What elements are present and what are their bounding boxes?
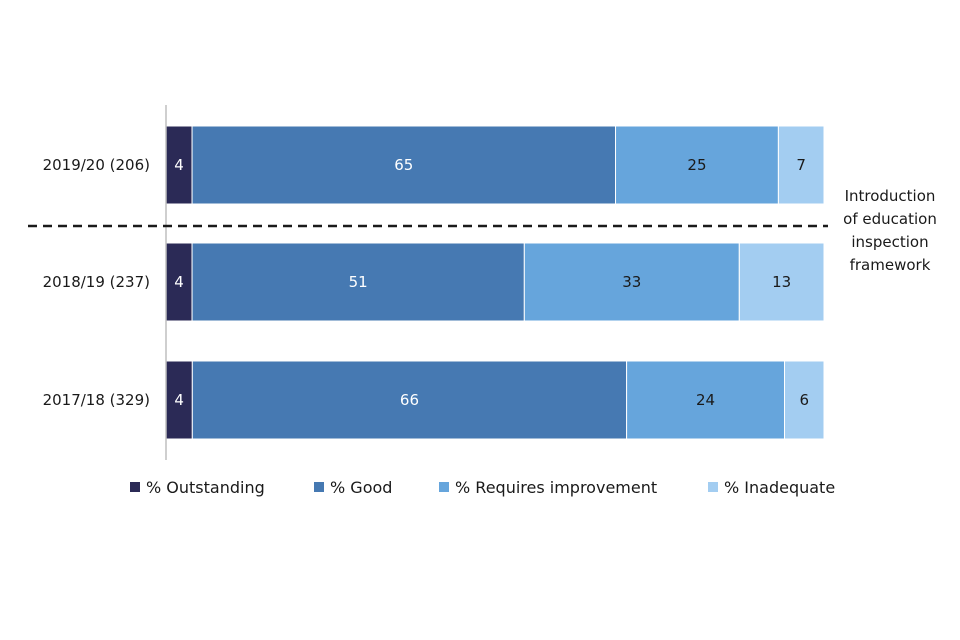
framework-annotation: Introduction of education inspection framew… (843, 187, 937, 274)
data-label: 25 (687, 156, 706, 174)
bar-segment (777, 125, 825, 205)
data-label: 24 (696, 391, 715, 409)
data-label: 51 (349, 273, 368, 291)
annotation-line: Introduction (845, 187, 936, 205)
bar-segment (191, 242, 525, 322)
bar-segment (191, 360, 628, 440)
bar-segment (784, 360, 825, 440)
category-label: 2018/19 (237) (43, 273, 150, 291)
bar-segment (615, 125, 779, 205)
annotation-line: framework (850, 256, 931, 274)
legend-swatch (439, 482, 449, 492)
category-label: 2019/20 (206) (43, 156, 150, 174)
legend-swatch (314, 482, 324, 492)
bar-segment (738, 242, 825, 322)
bar-segment (165, 242, 193, 322)
legend-label: % Outstanding (146, 478, 265, 497)
data-label: 13 (772, 273, 791, 291)
data-label: 7 (796, 156, 806, 174)
annotation-line: inspection (851, 233, 928, 251)
category-labels: 2019/20 (206) 2018/19 (237) 2017/18 (329) (43, 156, 150, 409)
legend-swatch (708, 482, 718, 492)
data-label: 6 (799, 391, 809, 409)
data-label: 66 (400, 391, 419, 409)
legend-swatch (130, 482, 140, 492)
data-label: 4 (174, 391, 184, 409)
bar-segment (523, 242, 740, 322)
legend-label: % Inadequate (724, 478, 835, 497)
data-label: 4 (174, 156, 184, 174)
data-label: 33 (622, 273, 641, 291)
legend-label: % Good (330, 478, 392, 497)
data-label: 4 (174, 273, 184, 291)
category-label: 2017/18 (329) (43, 391, 150, 409)
bars-group: 4 65 25 7 4 51 33 13 4 66 24 6 (165, 125, 825, 440)
bar-segment (191, 125, 617, 205)
data-label: 65 (394, 156, 413, 174)
annotation-line: of education (843, 210, 937, 228)
legend-label: % Requires improvement (455, 478, 657, 497)
legend: % Outstanding % Good % Requires improvemen… (130, 478, 835, 497)
